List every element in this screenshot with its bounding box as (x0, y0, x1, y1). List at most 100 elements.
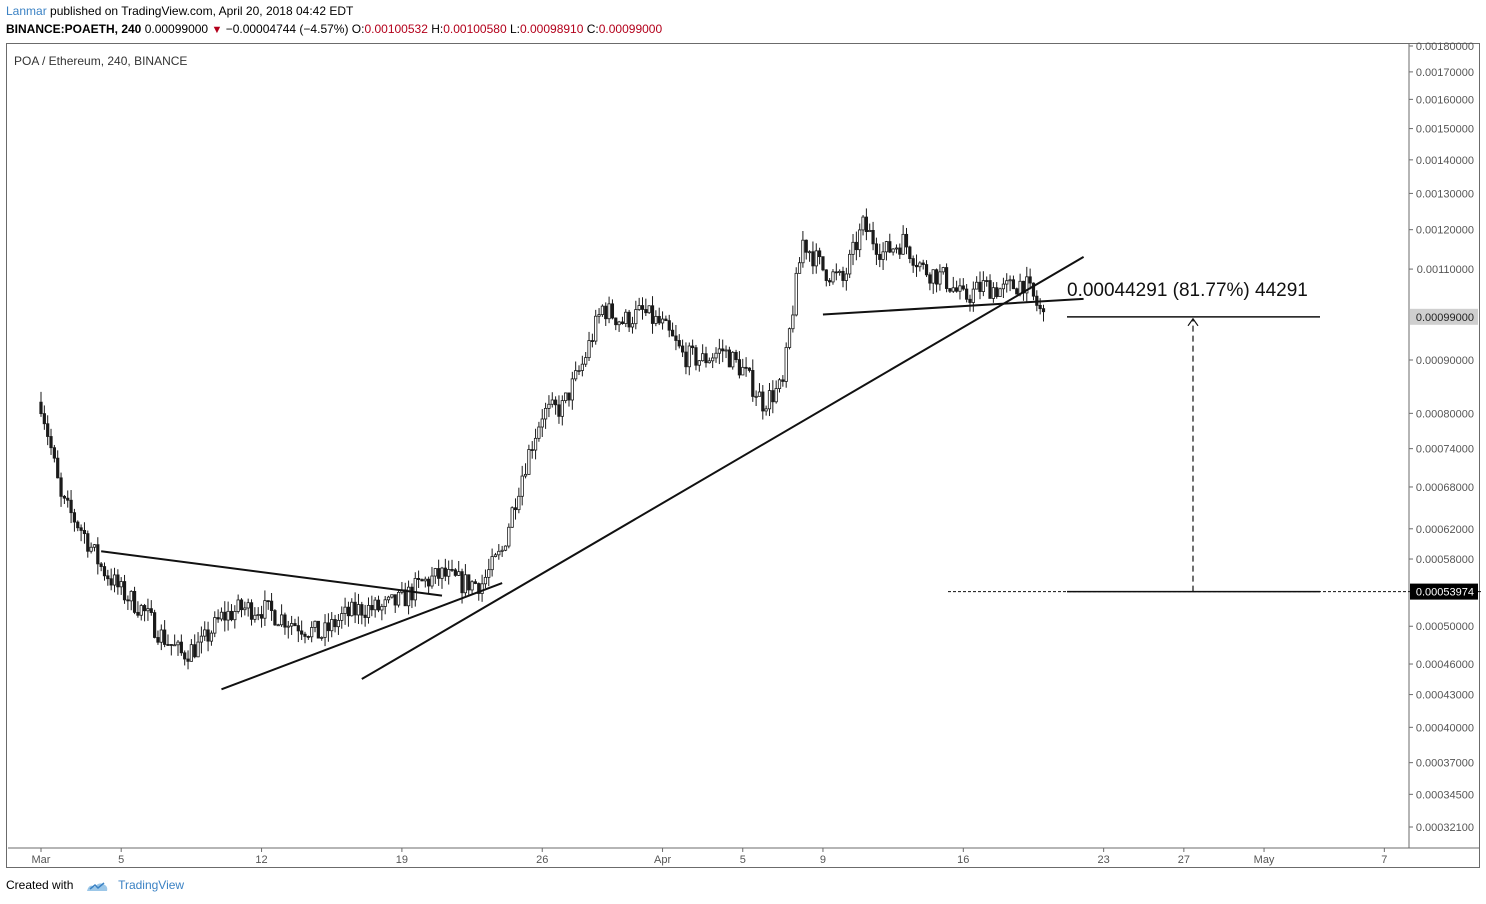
time-tick-label: 5 (118, 854, 124, 866)
candle-body (654, 315, 658, 324)
candle-body (777, 379, 782, 389)
candle-body (901, 233, 905, 255)
tradingview-link[interactable]: TradingView (118, 878, 185, 892)
candle-body (500, 549, 504, 552)
time-tick-label: 9 (820, 854, 826, 866)
candle-body (898, 247, 902, 255)
candle-body (614, 317, 618, 326)
candle-body (594, 315, 598, 342)
candle-body (841, 270, 845, 281)
candle-body (904, 233, 909, 248)
candle-body (848, 253, 852, 275)
price-tick-label: 0.00062000 (1416, 524, 1474, 536)
candle-body (714, 352, 718, 359)
candle-body (393, 594, 397, 606)
candle-body (453, 569, 457, 576)
candle-body (440, 567, 444, 579)
chart-title: POA / Ethereum, 240, BINANCE (14, 54, 187, 68)
candle-body (724, 349, 728, 352)
candle-body (72, 512, 77, 523)
candle-body (807, 251, 812, 254)
candle-body (704, 353, 708, 364)
candle-body (764, 408, 768, 412)
candle-body (112, 574, 117, 586)
candle-body (300, 630, 304, 635)
measure-arrowhead (1187, 317, 1199, 327)
candle-body (647, 305, 651, 314)
candle-body (991, 287, 995, 299)
candle-body (66, 497, 70, 501)
candle-body (473, 581, 478, 584)
candle-body (797, 262, 802, 274)
candle-body (86, 533, 90, 552)
candle-body (89, 546, 93, 552)
candle-body (968, 298, 972, 303)
candle-body (617, 321, 621, 326)
candle-body (336, 619, 341, 628)
price-change: −0.00004744 (−4.57%) (225, 22, 349, 36)
candle-body (1008, 279, 1012, 282)
author-link[interactable]: Lanmar (6, 4, 47, 18)
candle-body (978, 281, 982, 292)
candle-body (39, 401, 43, 415)
candle-body (447, 568, 451, 577)
candle-body (376, 599, 381, 611)
candle-body (934, 269, 939, 285)
candle-body (437, 568, 441, 579)
candle-body (677, 340, 681, 347)
candle-body (610, 303, 615, 319)
candle-body (975, 281, 979, 290)
candle-body (717, 348, 721, 354)
candle-body (881, 251, 885, 260)
candle-body (540, 418, 544, 428)
candle-body (196, 641, 200, 658)
candle-body (146, 608, 150, 612)
candle-body (193, 644, 197, 658)
candle-body (286, 625, 290, 628)
candle-body (383, 599, 387, 607)
candle-body (153, 612, 157, 638)
candle-body (42, 413, 46, 425)
measure-label: 0.00044291 (81.77%) 44291 (1067, 280, 1308, 301)
time-tick-label: 27 (1178, 854, 1190, 866)
candle-body (564, 392, 568, 402)
candle-body (891, 248, 895, 253)
candle-body (99, 563, 103, 567)
target-price-tag-label: 0.00053974 (1416, 587, 1474, 599)
candle-body (754, 395, 758, 398)
candle-body (955, 287, 959, 292)
candle-body (503, 545, 508, 551)
price-tick-label: 0.00150000 (1416, 124, 1474, 136)
candle-body (333, 619, 337, 628)
candle-body (834, 271, 838, 274)
candle-body (340, 613, 344, 621)
candle-body (316, 620, 320, 639)
candle-body (574, 370, 578, 380)
candle-body (640, 305, 645, 310)
candle-body (580, 363, 584, 371)
candle-body (767, 390, 772, 410)
candle-body (533, 437, 538, 451)
candle-body (971, 288, 975, 303)
candle-body (727, 349, 731, 368)
price-tick-label: 0.00090000 (1416, 355, 1474, 367)
candle-body (637, 305, 641, 310)
candle-body (828, 280, 832, 283)
candle-body (527, 449, 531, 475)
candle-body (396, 591, 401, 606)
candle-body (550, 399, 554, 405)
last-price-tag-label: 0.00099000 (1416, 312, 1474, 324)
candle-body (216, 617, 220, 620)
candle-body (965, 288, 969, 300)
candle-body (510, 507, 514, 528)
candle-body (818, 250, 822, 258)
candle-body (259, 614, 264, 619)
candle-body (584, 357, 588, 365)
candle-body (697, 360, 701, 366)
chart-frame[interactable] (6, 43, 1480, 868)
candle-body (142, 605, 147, 612)
candle-body (460, 571, 464, 594)
candle-body (136, 611, 140, 616)
trendline-neckline (822, 297, 1084, 316)
